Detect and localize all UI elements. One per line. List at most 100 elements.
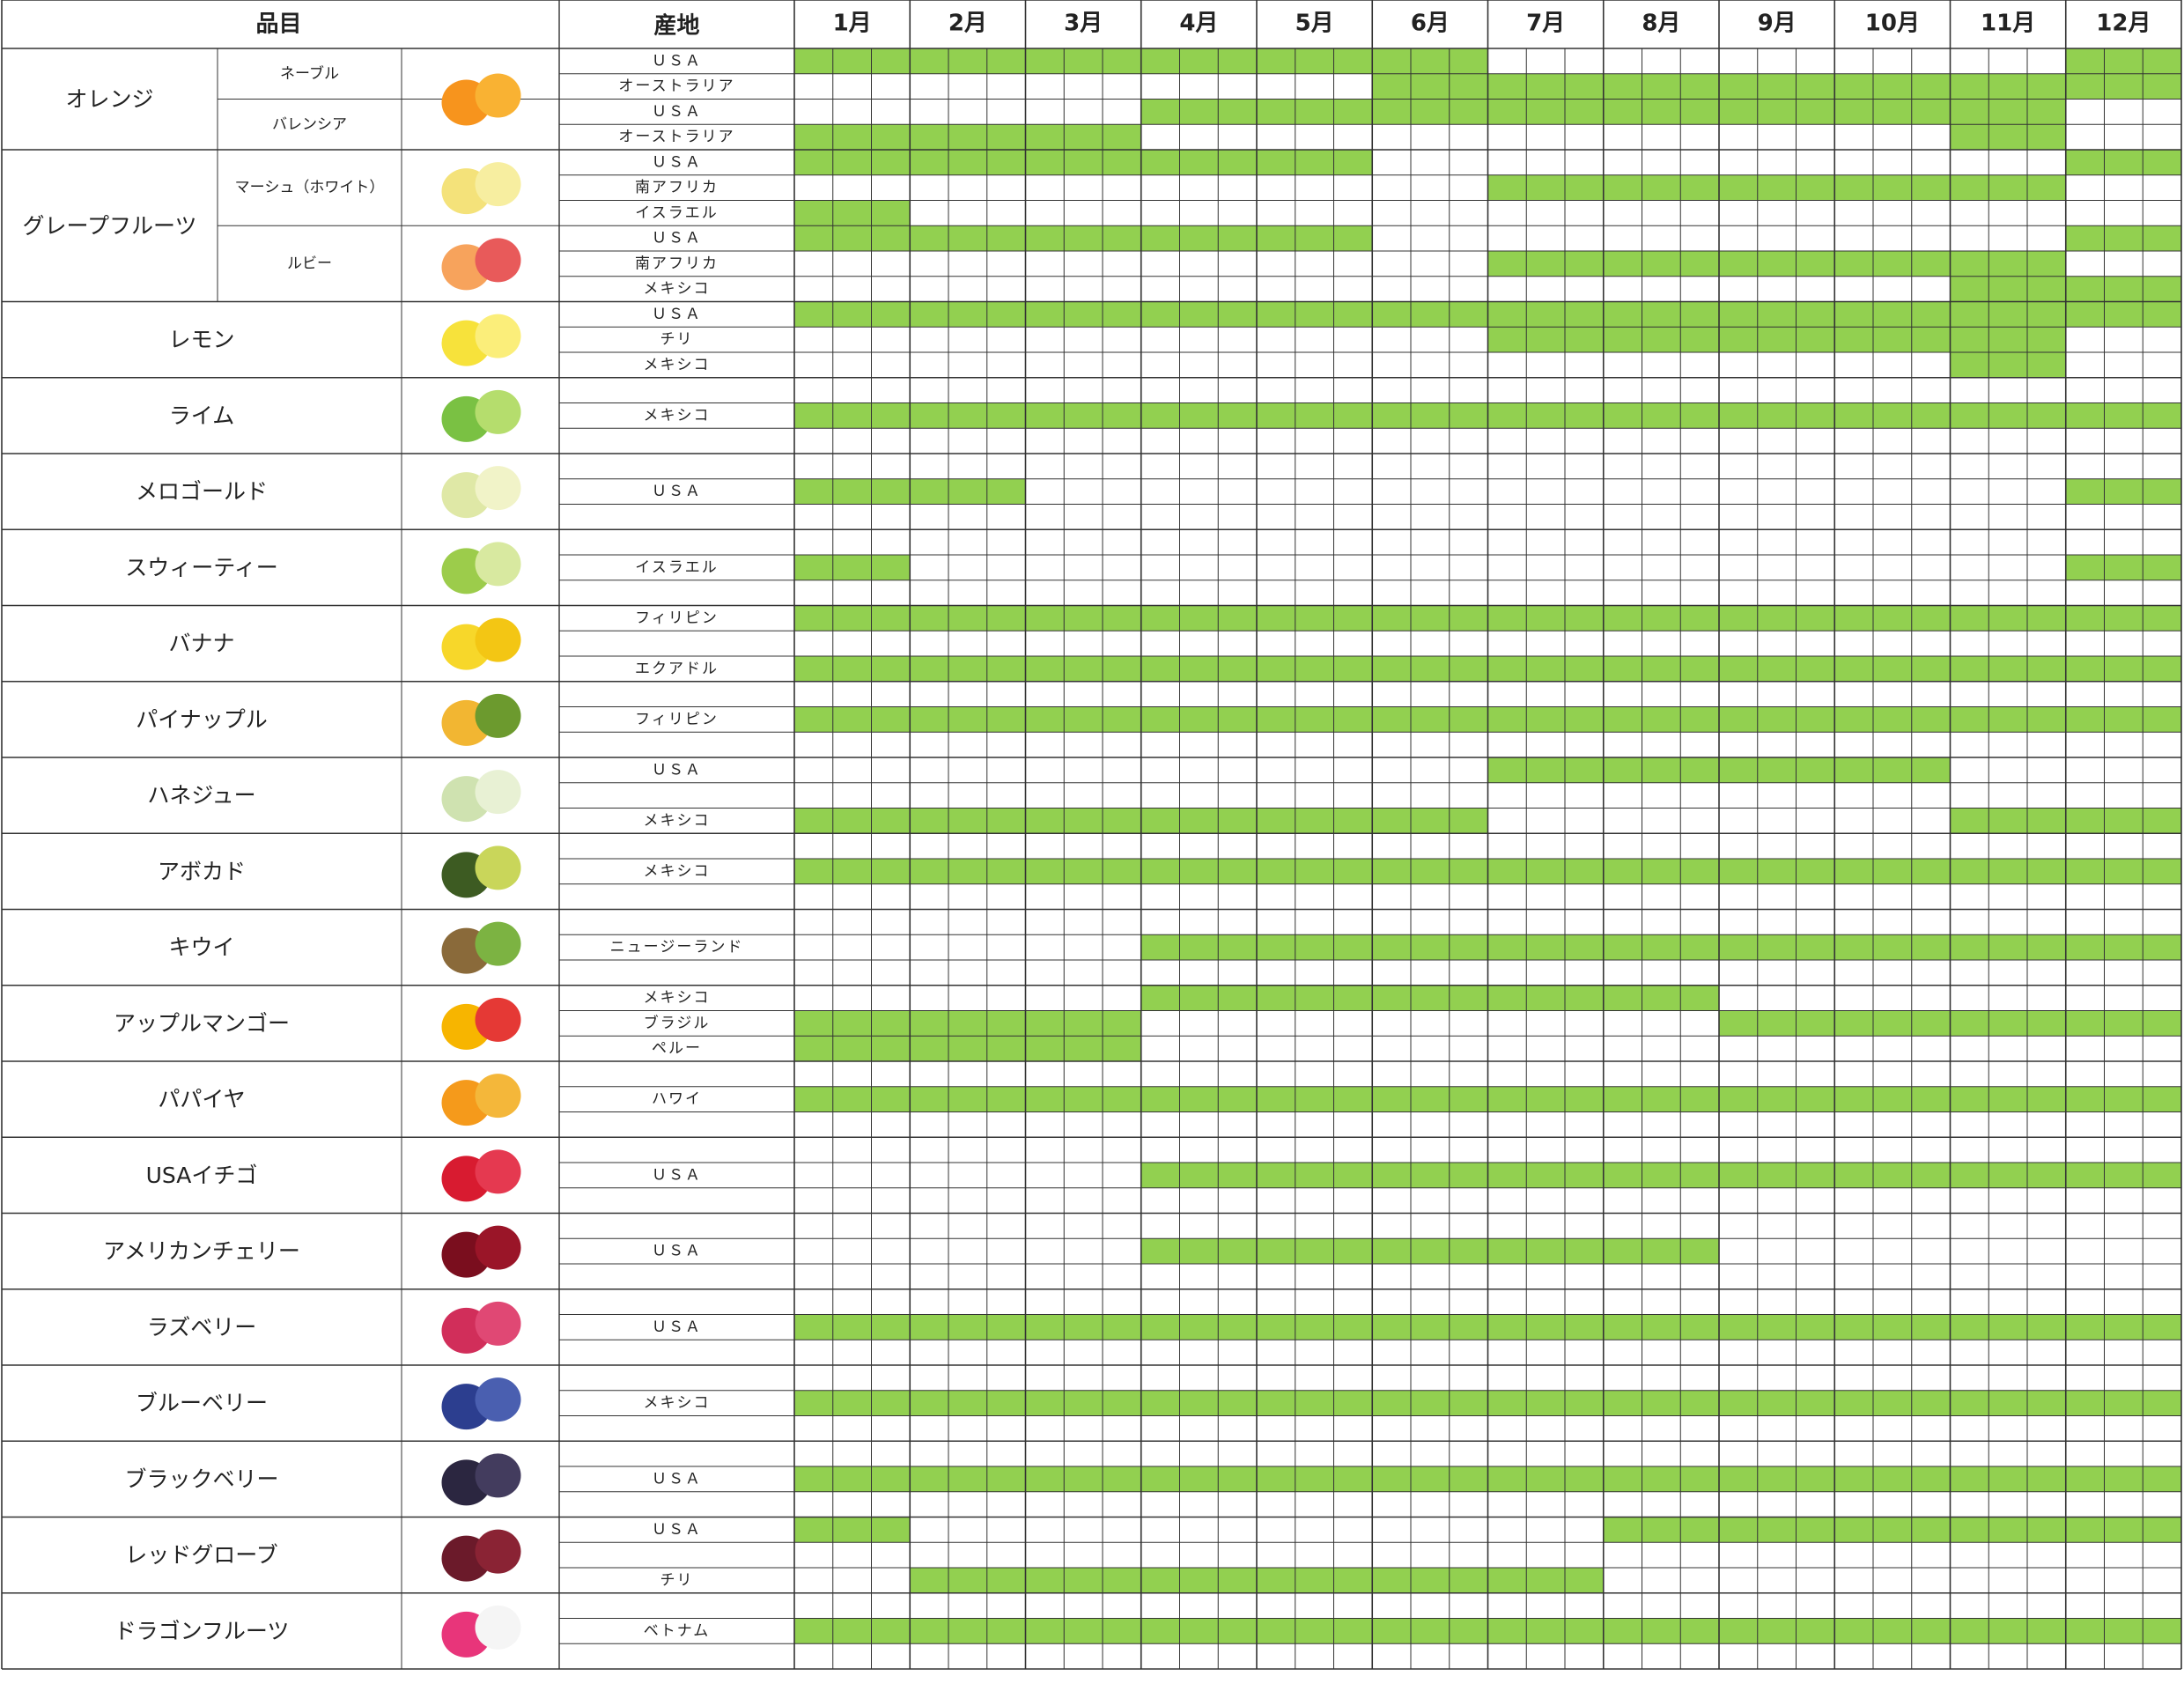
raspberry-image bbox=[441, 1301, 521, 1354]
availability-bar bbox=[1487, 327, 2066, 352]
origin-label: ＵＳＡ bbox=[652, 1318, 702, 1336]
dragonfruit-image bbox=[441, 1605, 521, 1658]
kiwi-image bbox=[441, 921, 521, 974]
origin-label: ＵＳＡ bbox=[652, 1166, 702, 1184]
fruit-shape bbox=[475, 314, 521, 358]
item-name: ドラゴンフルーツ bbox=[114, 1618, 290, 1643]
origin-label: ＵＳＡ bbox=[652, 1470, 702, 1488]
lime-image bbox=[441, 389, 521, 442]
fruit-shape bbox=[475, 1605, 521, 1650]
origin-label: メキシコ bbox=[644, 407, 711, 425]
origin-label: オーストラリア bbox=[618, 78, 734, 95]
item-name: ラズベリー bbox=[147, 1314, 257, 1340]
sweetie-image bbox=[441, 542, 521, 594]
fruit-shape bbox=[475, 466, 521, 511]
blueberry-image bbox=[441, 1377, 521, 1430]
pineapple-image bbox=[441, 693, 521, 746]
origin-label: 南アフリカ bbox=[635, 179, 719, 196]
origin-label: メキシコ bbox=[644, 280, 711, 298]
fruit-shape bbox=[475, 73, 521, 118]
origin-label: チリ bbox=[660, 331, 694, 349]
availability-bar bbox=[1950, 352, 2066, 378]
month-label: 4月 bbox=[1179, 11, 1218, 37]
origin-label: フィリピン bbox=[635, 609, 719, 627]
availability-bar bbox=[794, 1517, 911, 1543]
origin-label: ハワイ bbox=[652, 1090, 702, 1108]
item-name: レッドグローブ bbox=[125, 1542, 278, 1568]
availability-bar bbox=[794, 225, 1373, 251]
origin-label: ＵＳＡ bbox=[652, 1521, 702, 1539]
availability-bar bbox=[794, 200, 911, 226]
origin-label: ＵＳＡ bbox=[652, 306, 702, 323]
origin-label: メキシコ bbox=[644, 862, 711, 880]
item-name: ハネジュー bbox=[147, 783, 255, 809]
fruit-shape bbox=[475, 1074, 521, 1119]
availability-bar bbox=[794, 150, 1373, 175]
availability-bar bbox=[2065, 225, 2181, 251]
availability-bar bbox=[1487, 174, 2066, 201]
fruit-shape bbox=[475, 846, 521, 890]
availability-bar bbox=[1140, 1238, 1719, 1264]
strawberry-image bbox=[441, 1149, 521, 1202]
origin-label: チリ bbox=[660, 1571, 694, 1589]
lemon-image bbox=[441, 314, 521, 366]
fruit-shape bbox=[475, 617, 521, 662]
month-label: 1月 bbox=[833, 11, 872, 37]
fruit-shape bbox=[475, 921, 521, 966]
item-name: レモン bbox=[168, 327, 234, 352]
honeydew-image bbox=[441, 770, 521, 823]
month-label: 8月 bbox=[1642, 11, 1680, 37]
fruit-shape bbox=[475, 1529, 521, 1574]
origin-label: ベトナム bbox=[644, 1622, 711, 1640]
melogold-image bbox=[441, 466, 521, 519]
fruit-shape bbox=[475, 1301, 521, 1346]
item-name: ブラックベリー bbox=[124, 1466, 278, 1492]
month-label: 11月 bbox=[1981, 11, 2035, 37]
mango-image bbox=[441, 997, 521, 1050]
availability-bar bbox=[794, 1010, 1141, 1037]
banana-image bbox=[441, 617, 521, 670]
fruit-shape bbox=[475, 389, 521, 434]
origin-label: オーストラリア bbox=[618, 129, 734, 146]
origin-label: イスラエル bbox=[635, 558, 719, 576]
origin-label: ＵＳＡ bbox=[652, 103, 702, 121]
origin-label: メキシコ bbox=[644, 812, 711, 830]
fruit-shape bbox=[475, 162, 521, 207]
papaya-image bbox=[441, 1074, 521, 1126]
availability-bar bbox=[2065, 478, 2181, 505]
item-name: ライム bbox=[169, 402, 235, 428]
origin-label: イスラエル bbox=[635, 204, 719, 222]
item-name: パパイヤ bbox=[158, 1087, 245, 1112]
availability-bar bbox=[1140, 1163, 2181, 1188]
availability-bar bbox=[1140, 934, 2181, 960]
origin-label: フィリピン bbox=[635, 711, 719, 728]
origin-label: ＵＳＡ bbox=[652, 761, 702, 779]
origin-label: エクアドル bbox=[635, 660, 719, 677]
fruit-shape bbox=[475, 238, 521, 283]
fruit-shape bbox=[475, 1225, 521, 1270]
item-name: スウィーティー bbox=[125, 555, 278, 580]
month-label: 12月 bbox=[2096, 11, 2151, 37]
blackberry-image bbox=[441, 1453, 521, 1506]
variety-name: ルビー bbox=[287, 255, 332, 272]
item-name: アップルマンゴー bbox=[114, 1010, 290, 1036]
origin-label: メキシコ bbox=[644, 356, 711, 373]
item-name: アボカド bbox=[158, 859, 246, 884]
origin-label: ニュージーランド bbox=[610, 939, 744, 956]
origin-label: ペルー bbox=[652, 1040, 702, 1058]
orange-image bbox=[441, 73, 521, 126]
item-name: キウイ bbox=[168, 934, 234, 960]
fruit-shape bbox=[475, 542, 521, 587]
origin-label: ブラジル bbox=[644, 1014, 711, 1032]
cherry-image bbox=[441, 1225, 521, 1278]
availability-bar bbox=[1487, 251, 2066, 277]
origin-label: 南アフリカ bbox=[635, 255, 719, 272]
white-grapefruit-image bbox=[441, 162, 521, 215]
ruby-grapefruit-image bbox=[441, 238, 521, 291]
origin-label: メキシコ bbox=[644, 989, 711, 1007]
avocado-image bbox=[441, 846, 521, 898]
month-label: 6月 bbox=[1411, 11, 1450, 37]
availability-bar bbox=[1603, 1517, 2181, 1543]
